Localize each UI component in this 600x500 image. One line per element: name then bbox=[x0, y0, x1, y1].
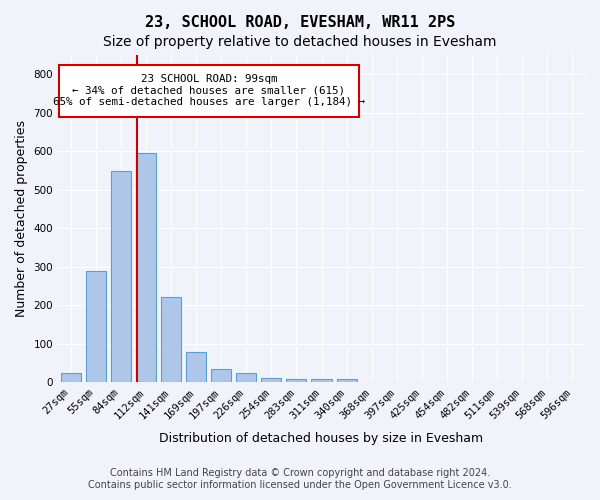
Text: Contains HM Land Registry data © Crown copyright and database right 2024.
Contai: Contains HM Land Registry data © Crown c… bbox=[88, 468, 512, 490]
Text: 23 SCHOOL ROAD: 99sqm
← 34% of detached houses are smaller (615)
65% of semi-det: 23 SCHOOL ROAD: 99sqm ← 34% of detached … bbox=[53, 74, 365, 107]
Bar bbox=[111, 172, 131, 382]
Text: 23, SCHOOL ROAD, EVESHAM, WR11 2PS: 23, SCHOOL ROAD, EVESHAM, WR11 2PS bbox=[145, 15, 455, 30]
Bar bbox=[86, 272, 106, 382]
Bar bbox=[236, 373, 256, 382]
X-axis label: Distribution of detached houses by size in Evesham: Distribution of detached houses by size … bbox=[160, 432, 484, 445]
Bar bbox=[211, 369, 231, 382]
FancyBboxPatch shape bbox=[59, 64, 359, 116]
Bar bbox=[311, 380, 332, 382]
Bar bbox=[286, 378, 307, 382]
Y-axis label: Number of detached properties: Number of detached properties bbox=[15, 120, 28, 317]
Bar bbox=[186, 352, 206, 382]
Bar bbox=[337, 380, 356, 382]
Bar bbox=[161, 297, 181, 382]
Text: Size of property relative to detached houses in Evesham: Size of property relative to detached ho… bbox=[103, 35, 497, 49]
Bar bbox=[136, 153, 156, 382]
Bar bbox=[261, 378, 281, 382]
Bar bbox=[61, 373, 80, 382]
